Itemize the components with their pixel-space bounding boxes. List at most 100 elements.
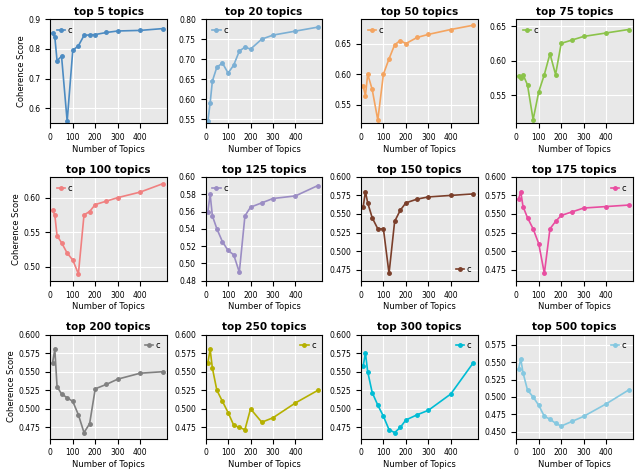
Legend: c: c <box>210 181 230 195</box>
Line: c: c <box>51 27 164 123</box>
Title: top 5 topics: top 5 topics <box>74 7 144 17</box>
c <box>58 240 65 246</box>
Line: c: c <box>516 28 630 121</box>
c <box>114 377 122 382</box>
c <box>58 53 65 59</box>
X-axis label: Number of Topics: Number of Topics <box>228 302 300 311</box>
c <box>515 73 522 79</box>
c <box>515 196 522 202</box>
c <box>74 271 82 277</box>
Legend: c: c <box>520 23 541 37</box>
Title: top 125 topics: top 125 topics <box>222 165 307 175</box>
c <box>159 181 166 187</box>
c <box>246 204 254 210</box>
c <box>362 189 369 195</box>
X-axis label: Number of Topics: Number of Topics <box>383 145 456 154</box>
c <box>230 62 237 68</box>
c <box>102 30 110 35</box>
c <box>360 204 367 209</box>
c <box>224 70 232 76</box>
c <box>204 118 212 124</box>
c <box>374 117 381 123</box>
c <box>385 427 393 433</box>
c <box>529 117 537 122</box>
c <box>535 402 543 408</box>
Title: top 200 topics: top 200 topics <box>67 322 151 332</box>
c <box>53 233 61 238</box>
Title: top 300 topics: top 300 topics <box>377 322 461 332</box>
c <box>519 370 527 376</box>
c <box>524 387 531 393</box>
c <box>568 418 576 424</box>
c <box>385 56 393 62</box>
X-axis label: Number of Topics: Number of Topics <box>228 460 300 469</box>
c <box>314 24 322 30</box>
c <box>51 347 59 352</box>
c <box>546 51 554 57</box>
c <box>413 412 421 417</box>
Legend: c: c <box>54 181 75 195</box>
c <box>49 360 56 366</box>
c <box>602 30 610 36</box>
c <box>206 191 214 197</box>
c <box>469 360 477 366</box>
c <box>230 422 237 428</box>
c <box>602 401 610 407</box>
c <box>519 204 527 209</box>
X-axis label: Number of Topics: Number of Topics <box>72 145 145 154</box>
c <box>524 215 531 220</box>
Legend: c: c <box>54 23 75 37</box>
c <box>391 218 399 224</box>
c <box>92 32 99 38</box>
Title: top 175 topics: top 175 topics <box>532 165 617 175</box>
Legend: c: c <box>609 181 629 195</box>
X-axis label: Number of Topics: Number of Topics <box>383 460 456 469</box>
X-axis label: Number of Topics: Number of Topics <box>538 145 611 154</box>
c <box>374 402 381 408</box>
c <box>80 430 88 436</box>
c <box>535 241 543 247</box>
c <box>219 398 227 404</box>
c <box>136 28 144 33</box>
c <box>541 414 548 419</box>
c <box>159 26 166 31</box>
c <box>80 32 88 38</box>
c <box>535 89 543 95</box>
c <box>568 209 576 215</box>
c <box>529 394 537 400</box>
c <box>236 48 243 54</box>
Title: top 50 topics: top 50 topics <box>381 7 458 17</box>
c <box>236 425 243 430</box>
c <box>413 35 421 40</box>
c <box>209 365 216 371</box>
Line: c: c <box>516 190 630 275</box>
Y-axis label: Coherence Score: Coherence Score <box>7 351 16 422</box>
c <box>246 406 254 412</box>
c <box>469 191 477 197</box>
Legend: c: c <box>210 23 230 37</box>
c <box>360 83 367 89</box>
Line: c: c <box>362 190 475 275</box>
c <box>380 226 387 232</box>
c <box>102 198 110 204</box>
c <box>552 218 559 224</box>
c <box>529 226 537 232</box>
c <box>580 205 588 211</box>
c <box>236 269 243 275</box>
c <box>224 410 232 416</box>
c <box>362 93 369 99</box>
c <box>402 417 410 423</box>
Legend: c: c <box>143 339 163 353</box>
c <box>241 44 249 50</box>
c <box>269 32 277 38</box>
Y-axis label: Coherence Score: Coherence Score <box>17 35 26 107</box>
c <box>447 27 454 32</box>
Legend: c: c <box>453 263 474 277</box>
Title: top 500 topics: top 500 topics <box>532 322 617 332</box>
c <box>396 425 404 430</box>
Title: top 75 topics: top 75 topics <box>536 7 613 17</box>
X-axis label: Number of Topics: Number of Topics <box>538 302 611 311</box>
c <box>546 416 554 422</box>
Y-axis label: Coherence Score: Coherence Score <box>12 193 21 265</box>
c <box>369 87 376 92</box>
